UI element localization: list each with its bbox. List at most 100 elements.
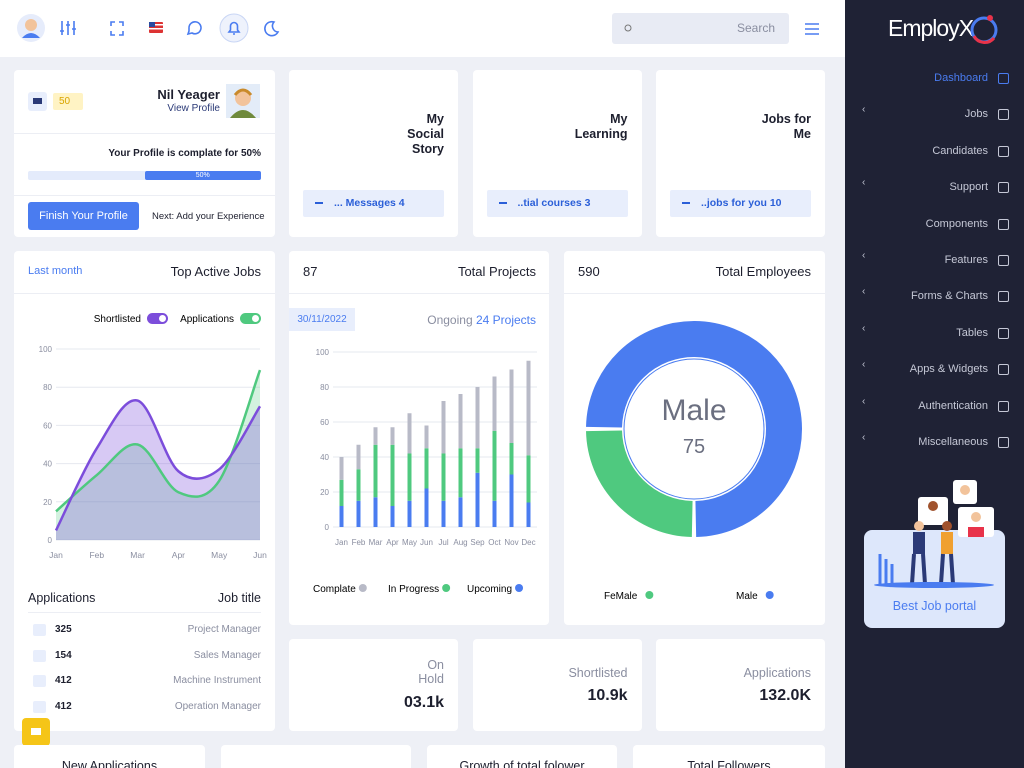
- bottom-card: Growth of total folower: [427, 745, 617, 768]
- table-header: Job title: [217, 591, 261, 605]
- bar-segment: [339, 457, 344, 480]
- menu-item[interactable]: Authentication: [918, 399, 988, 412]
- bar-segment: [458, 497, 463, 527]
- floating-icon: [31, 728, 41, 735]
- stat-card: [289, 639, 458, 731]
- promo-illustration: [874, 480, 994, 588]
- progress-label: 50%: [195, 172, 210, 179]
- profile-link[interactable]: View Profile: [167, 103, 220, 114]
- row-count: 325: [55, 624, 72, 635]
- menu-item[interactable]: Miscellaneous: [918, 436, 988, 448]
- donut-center-value: 75: [683, 436, 705, 458]
- ground: [874, 582, 994, 588]
- row-count: 412: [55, 700, 72, 712]
- period-filter[interactable]: Last month: [28, 265, 83, 277]
- menu-item[interactable]: Jobs: [964, 108, 988, 121]
- x-tick-label: Jan: [49, 550, 63, 560]
- legend-dot: [515, 584, 524, 592]
- bottom-card: New Applications: [14, 745, 205, 768]
- menu-icon: [998, 255, 1009, 266]
- card-title: New Applications: [61, 759, 158, 768]
- menu-item[interactable]: Forms & Charts: [910, 290, 988, 303]
- y-tick-label: 60: [320, 418, 329, 427]
- menu-item[interactable]: Dashboard: [934, 72, 988, 84]
- bar-segment: [407, 413, 412, 454]
- employee-total: 590: [578, 264, 600, 279]
- arrow-icon: [498, 202, 507, 204]
- bar-segment: [373, 444, 378, 498]
- bar-segment: [424, 488, 429, 527]
- menu-icon: [998, 291, 1009, 303]
- submenu-chevron: ‹: [862, 322, 866, 334]
- promo-action[interactable]: ..jobs for you 10: [670, 190, 811, 217]
- x-tick-label: Jun: [253, 550, 267, 560]
- fullscreen-icon[interactable]: [110, 21, 124, 36]
- bar-segment: [339, 506, 344, 527]
- menu-item[interactable]: Apps & Widgets: [909, 363, 988, 376]
- bar-segment: [526, 502, 531, 527]
- y-tick-label: 100: [39, 345, 53, 354]
- stat-card: [656, 639, 825, 731]
- stat-card: [472, 639, 642, 731]
- menu-item[interactable]: Tables: [956, 326, 988, 339]
- submenu-chevron: ‹: [862, 359, 866, 371]
- status: Ongoing 24 Projects: [427, 313, 536, 327]
- legend-label: Complate: [313, 584, 356, 595]
- date-chip[interactable]: 30/11/2022: [289, 308, 355, 331]
- legend-dot: [442, 584, 451, 592]
- bar-segment: [407, 500, 412, 527]
- points-badge: 50: [53, 93, 83, 110]
- y-tick-label: 0: [48, 536, 53, 545]
- bar-segment: [492, 430, 497, 501]
- row-icon: [33, 675, 46, 688]
- menu-item[interactable]: Features: [944, 254, 988, 266]
- submenu-chevron: ‹: [862, 286, 866, 298]
- bar-segment: [441, 500, 446, 527]
- promo-title: My Learning: [574, 112, 628, 141]
- menu-item[interactable]: Candidates: [932, 144, 988, 157]
- decoration: [149, 24, 163, 26]
- logo-arc: [972, 35, 996, 44]
- completion-text: Your Profile is complate for 50%: [108, 148, 261, 159]
- search-box[interactable]: [612, 13, 789, 44]
- finish-profile-button[interactable]: Finish Your Profile: [28, 202, 139, 230]
- menu-item[interactable]: Components: [925, 217, 988, 230]
- chat-icon[interactable]: [186, 21, 202, 36]
- action-text: ... Messages 4: [334, 197, 405, 209]
- stat-label: Shortlisted: [568, 666, 628, 680]
- promo-action[interactable]: ... Messages 4: [303, 190, 444, 217]
- submenu-chevron: ‹: [862, 104, 866, 116]
- theme-icon[interactable]: [264, 20, 280, 37]
- menu-icon: [998, 73, 1009, 84]
- menu-item[interactable]: Support: [949, 181, 988, 194]
- row-count: 412: [55, 675, 72, 687]
- bar-segment: [356, 500, 361, 527]
- header-icons: Search: [17, 13, 819, 44]
- promo-action[interactable]: ..tial courses 3: [486, 190, 628, 217]
- submenu-chevron: ‹: [862, 177, 866, 189]
- area-fill: [56, 370, 260, 540]
- y-tick-label: 20: [43, 498, 52, 507]
- settings-icon[interactable]: [60, 21, 76, 35]
- menu-icon: [998, 182, 1009, 194]
- donut-segment: [586, 429, 694, 537]
- menu-icon: [998, 109, 1009, 121]
- menu-icon: [998, 400, 1009, 412]
- legend-label: Male: [736, 591, 758, 602]
- logo-dot: [987, 15, 993, 21]
- bell-button[interactable]: [219, 13, 249, 43]
- menu-icon[interactable]: [805, 23, 819, 35]
- flag-icon[interactable]: [149, 22, 163, 33]
- bar-segment: [441, 453, 446, 501]
- legend-label: Shortlisted: [94, 314, 141, 325]
- x-tick-label: Jun: [420, 538, 433, 547]
- divider: [564, 293, 825, 294]
- y-tick-label: 100: [316, 348, 330, 357]
- legend-label: FeMale: [604, 591, 638, 602]
- progress-fill: 50%: [144, 171, 261, 180]
- plant: [878, 554, 894, 584]
- person: [928, 501, 938, 511]
- photo-hair: [233, 88, 253, 96]
- legend-label: In Progress: [388, 584, 439, 595]
- decoration: [61, 21, 75, 35]
